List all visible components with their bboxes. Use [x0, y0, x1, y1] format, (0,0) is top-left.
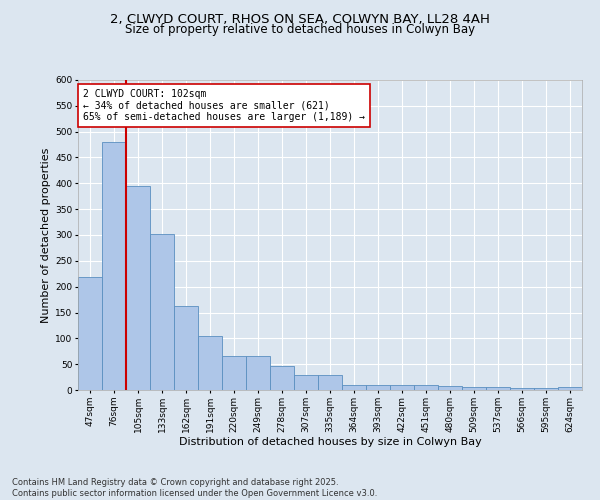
Bar: [246, 356, 270, 390]
Text: Contains HM Land Registry data © Crown copyright and database right 2025.
Contai: Contains HM Land Registry data © Crown c…: [12, 478, 377, 498]
Bar: [438, 386, 462, 390]
Bar: [390, 385, 414, 390]
Bar: [342, 385, 366, 390]
Bar: [366, 385, 390, 390]
Bar: [486, 388, 510, 390]
Bar: [510, 388, 534, 390]
Bar: [174, 306, 198, 390]
Bar: [150, 234, 174, 390]
Bar: [294, 374, 318, 390]
Bar: [558, 388, 582, 390]
Bar: [102, 142, 126, 390]
X-axis label: Distribution of detached houses by size in Colwyn Bay: Distribution of detached houses by size …: [179, 438, 481, 448]
Text: 2 CLWYD COURT: 102sqm
← 34% of detached houses are smaller (621)
65% of semi-det: 2 CLWYD COURT: 102sqm ← 34% of detached …: [83, 90, 365, 122]
Bar: [270, 366, 294, 390]
Bar: [198, 336, 222, 390]
Bar: [222, 356, 246, 390]
Y-axis label: Number of detached properties: Number of detached properties: [41, 148, 51, 322]
Bar: [78, 278, 102, 390]
Bar: [126, 186, 150, 390]
Bar: [318, 374, 342, 390]
Text: Size of property relative to detached houses in Colwyn Bay: Size of property relative to detached ho…: [125, 24, 475, 36]
Text: 2, CLWYD COURT, RHOS ON SEA, COLWYN BAY, LL28 4AH: 2, CLWYD COURT, RHOS ON SEA, COLWYN BAY,…: [110, 12, 490, 26]
Bar: [462, 388, 486, 390]
Bar: [534, 388, 558, 390]
Bar: [414, 385, 438, 390]
